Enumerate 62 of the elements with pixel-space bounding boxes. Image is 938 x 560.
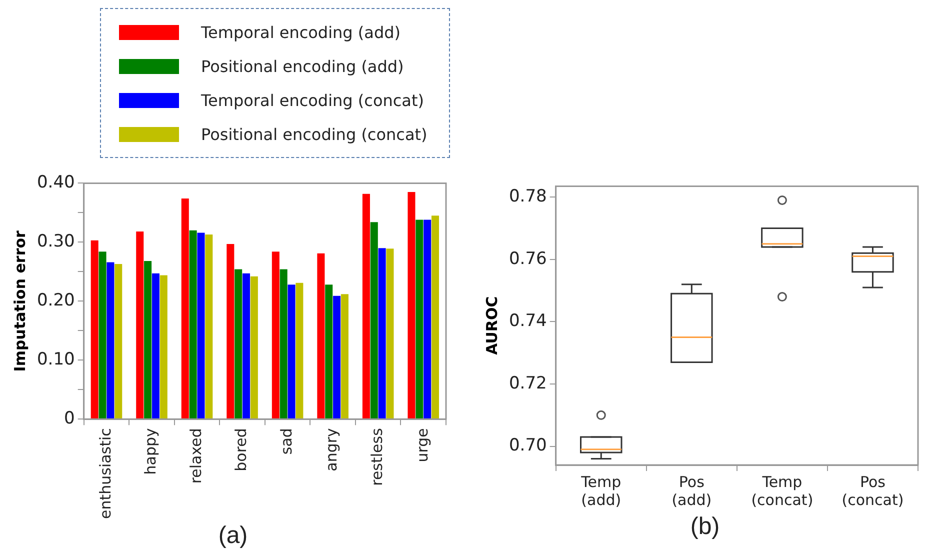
bar	[106, 262, 114, 419]
bar	[226, 244, 234, 419]
bar	[317, 253, 325, 419]
x-tick-label: Pos (add)	[672, 472, 712, 509]
bar	[189, 230, 197, 419]
y-tick-label: 0.10	[36, 350, 75, 370]
bar	[181, 198, 189, 419]
bar	[362, 194, 370, 419]
bar	[431, 216, 440, 419]
bar	[242, 273, 250, 419]
text: (b)	[689, 513, 721, 541]
x-tick-label: Temp (add)	[580, 472, 622, 509]
y-tick-label: 0.78	[508, 186, 547, 207]
bar	[386, 248, 394, 419]
text: (a)	[217, 522, 249, 550]
legend-label: Temporal encoding (concat)	[201, 90, 424, 110]
x-tick-label: sad	[277, 428, 296, 455]
y-tick-label: 0.20	[36, 290, 75, 311]
y-tick-label: 0.40	[36, 172, 75, 193]
y-axis-title: AUROC	[482, 296, 501, 355]
bar	[333, 296, 341, 419]
x-tick-label: restless	[368, 428, 386, 486]
bar	[408, 192, 416, 419]
y-tick-label: 0.30	[36, 232, 75, 252]
x-tick-label: bored	[232, 428, 250, 472]
legend-label: Temporal encoding (add)	[201, 22, 400, 42]
x-tick-label: enthusiastic	[96, 428, 114, 520]
x-tick-label: Pos (concat)	[842, 472, 904, 509]
y-tick-label: 0	[64, 408, 75, 429]
legend-label: Positional encoding (add)	[201, 56, 404, 76]
bar	[370, 222, 378, 419]
y-tick-label: 0.70	[508, 436, 547, 456]
bar	[144, 261, 152, 419]
y-tick-label: 0.72	[508, 373, 547, 394]
x-tick-label: urge	[413, 428, 432, 462]
bar	[288, 284, 296, 419]
bar	[424, 220, 432, 419]
bar	[114, 264, 122, 419]
bar	[152, 273, 160, 419]
bar	[280, 269, 288, 419]
bar	[197, 232, 205, 419]
bar	[325, 284, 333, 419]
x-tick-label: angry	[322, 428, 341, 472]
bar	[98, 252, 106, 419]
x-tick-label: Temp (concat)	[751, 472, 814, 509]
bar	[272, 252, 280, 419]
y-tick-label: 0.76	[508, 248, 547, 269]
bar	[250, 276, 258, 419]
bar	[416, 220, 424, 419]
bar	[90, 240, 98, 419]
bar	[160, 275, 168, 419]
bar	[378, 248, 386, 419]
legend-label: Positional encoding (concat)	[201, 124, 428, 144]
y-tick-label: 0.74	[508, 311, 547, 332]
bar	[296, 282, 304, 419]
y-axis-title: Imputation error	[10, 230, 29, 372]
bar	[205, 234, 213, 419]
bar	[340, 294, 348, 419]
bar	[136, 232, 144, 419]
x-tick-label: relaxed	[186, 428, 205, 484]
x-tick-label: happy	[142, 428, 160, 475]
bar	[234, 269, 242, 419]
